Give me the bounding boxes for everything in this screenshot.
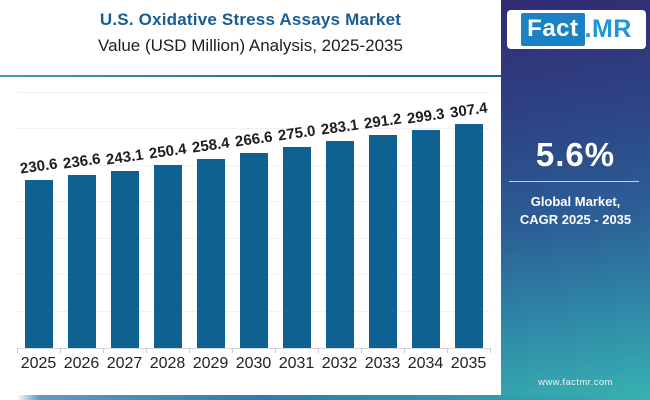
x-axis-line	[17, 348, 490, 349]
x-axis-label-2031: 2031	[278, 355, 315, 372]
website-url: www.factmr.com	[538, 377, 613, 388]
x-axis-label-2029: 2029	[192, 355, 229, 372]
page-title: U.S. Oxidative Stress Assays Market	[99, 10, 402, 29]
x-axis-label-2035: 2035	[450, 355, 487, 372]
x-axis-labels: 2025 2026 2027 2028 2029 2030 2031 2032 2033 2034…	[17, 355, 490, 373]
logo-mr-text: .MR	[584, 15, 632, 43]
bar-group-2026: 236.6	[60, 88, 103, 348]
bar-group-2035: 307.4	[447, 88, 490, 348]
x-axis-label-2028: 2028	[149, 355, 186, 372]
x-axis-label-2030: 2030	[235, 355, 272, 372]
x-axis-label-2032: 2032	[321, 355, 358, 372]
page-subtitle: Value (USD Million) Analysis, 2025-2035	[98, 36, 403, 55]
bar-value-label: 307.4	[448, 99, 489, 122]
bar-value-label: 291.2	[362, 110, 403, 133]
bar-value-label: 250.4	[147, 140, 188, 163]
factmr-logo: Fact .MR	[507, 10, 646, 49]
gridline	[17, 128, 490, 129]
x-axis-tick	[146, 348, 147, 353]
bar-value-label: 266.6	[233, 128, 274, 151]
bottom-accent-strip	[0, 395, 650, 400]
bar-2035	[454, 123, 483, 348]
bar-value-label: 258.4	[190, 134, 231, 157]
bar-group-2028: 250.4	[146, 88, 189, 348]
bar-group-2032: 283.1	[318, 88, 361, 348]
bar-2031	[282, 147, 311, 348]
x-axis-tick	[17, 348, 18, 353]
bar-value-label: 236.6	[61, 150, 102, 173]
bar-group-2034: 299.3	[404, 88, 447, 348]
bar-2033	[368, 135, 397, 348]
bar-2028	[153, 165, 182, 348]
bar-chart: 230.6 236.6 243.1 250.4 258.4 266.6 275.0 283.1…	[17, 88, 490, 348]
bar-group-2027: 243.1	[103, 88, 146, 348]
x-axis-tick	[189, 348, 190, 353]
bar-group-2029: 258.4	[189, 88, 232, 348]
bar-group-2033: 291.2	[361, 88, 404, 348]
bar-2032	[325, 141, 354, 348]
bars: 230.6 236.6 243.1 250.4 258.4 266.6 275.0 283.1…	[17, 88, 490, 348]
bar-2025	[24, 179, 53, 348]
cagr-value: 5.6%	[535, 136, 616, 173]
bar-2029	[196, 159, 225, 348]
x-axis-label-2027: 2027	[106, 355, 143, 372]
bar-group-2030: 266.6	[232, 88, 275, 348]
x-axis-label-2026: 2026	[63, 355, 100, 372]
x-axis-tick	[318, 348, 319, 353]
bar-2034	[411, 129, 440, 348]
x-axis-label-2033: 2033	[364, 355, 401, 372]
x-axis-tick	[103, 348, 104, 353]
x-axis-tick	[275, 348, 276, 353]
bar-value-label: 299.3	[405, 104, 446, 128]
x-axis-label-2025: 2025	[20, 355, 57, 372]
x-axis-label-2034: 2034	[407, 355, 444, 372]
bar-value-label: 283.1	[319, 116, 360, 139]
bar-value-label: 243.1	[104, 145, 145, 169]
sidebar: Fact .MR 5.6% Global Market, CAGR 2025 -…	[501, 0, 650, 400]
x-axis-tick	[361, 348, 362, 353]
x-axis-tick	[404, 348, 405, 353]
x-axis-tick	[60, 348, 61, 353]
cagr-caption-line1: Global Market,	[530, 194, 621, 209]
bar-group-2031: 275.0	[275, 88, 318, 348]
chart-panel: U.S. Oxidative Stress Assays Market Valu…	[0, 10, 501, 373]
x-axis-tick	[490, 348, 491, 353]
bar-2030	[239, 153, 268, 348]
sidebar-divider-line	[509, 181, 639, 182]
title-divider-line	[0, 75, 501, 77]
gridline	[17, 91, 490, 93]
bar-2027	[110, 170, 139, 348]
cagr-caption: Global Market, CAGR 2025 - 2035	[501, 193, 650, 229]
x-axis-tick	[447, 348, 448, 353]
cagr-caption-line2: CAGR 2025 - 2035	[519, 212, 632, 228]
bar-group-2025: 230.6	[17, 88, 60, 348]
bar-value-label: 230.6	[18, 155, 59, 178]
bar-value-label: 275.0	[276, 122, 317, 145]
x-axis-tick	[232, 348, 233, 353]
logo-fact-box: Fact	[521, 13, 585, 46]
bar-2026	[67, 175, 96, 348]
